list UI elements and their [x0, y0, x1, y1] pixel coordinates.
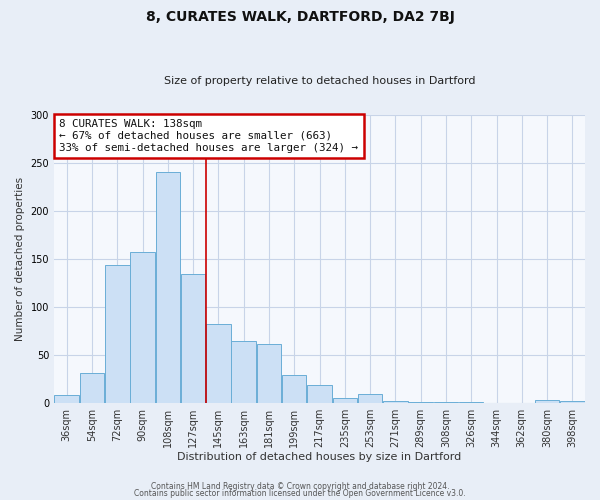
Bar	[181, 274, 205, 402]
Text: Contains public sector information licensed under the Open Government Licence v3: Contains public sector information licen…	[134, 488, 466, 498]
Text: 8 CURATES WALK: 138sqm
← 67% of detached houses are smaller (663)
33% of semi-de: 8 CURATES WALK: 138sqm ← 67% of detached…	[59, 120, 358, 152]
Text: 8, CURATES WALK, DARTFORD, DA2 7BJ: 8, CURATES WALK, DARTFORD, DA2 7BJ	[146, 10, 454, 24]
Title: Size of property relative to detached houses in Dartford: Size of property relative to detached ho…	[164, 76, 475, 86]
Bar	[130, 252, 155, 402]
Text: Contains HM Land Registry data © Crown copyright and database right 2024.: Contains HM Land Registry data © Crown c…	[151, 482, 449, 491]
Bar	[535, 400, 559, 402]
Bar	[105, 264, 130, 402]
Bar	[80, 373, 104, 402]
Bar	[332, 398, 357, 402]
Bar	[358, 394, 382, 402]
Bar	[257, 344, 281, 403]
Bar	[307, 386, 332, 402]
Bar	[155, 172, 180, 402]
Bar	[55, 395, 79, 402]
Bar	[206, 324, 230, 402]
Y-axis label: Number of detached properties: Number of detached properties	[15, 177, 25, 341]
Bar	[282, 375, 307, 402]
Bar	[232, 342, 256, 402]
Bar	[383, 401, 407, 402]
Bar	[560, 401, 584, 402]
X-axis label: Distribution of detached houses by size in Dartford: Distribution of detached houses by size …	[178, 452, 461, 462]
